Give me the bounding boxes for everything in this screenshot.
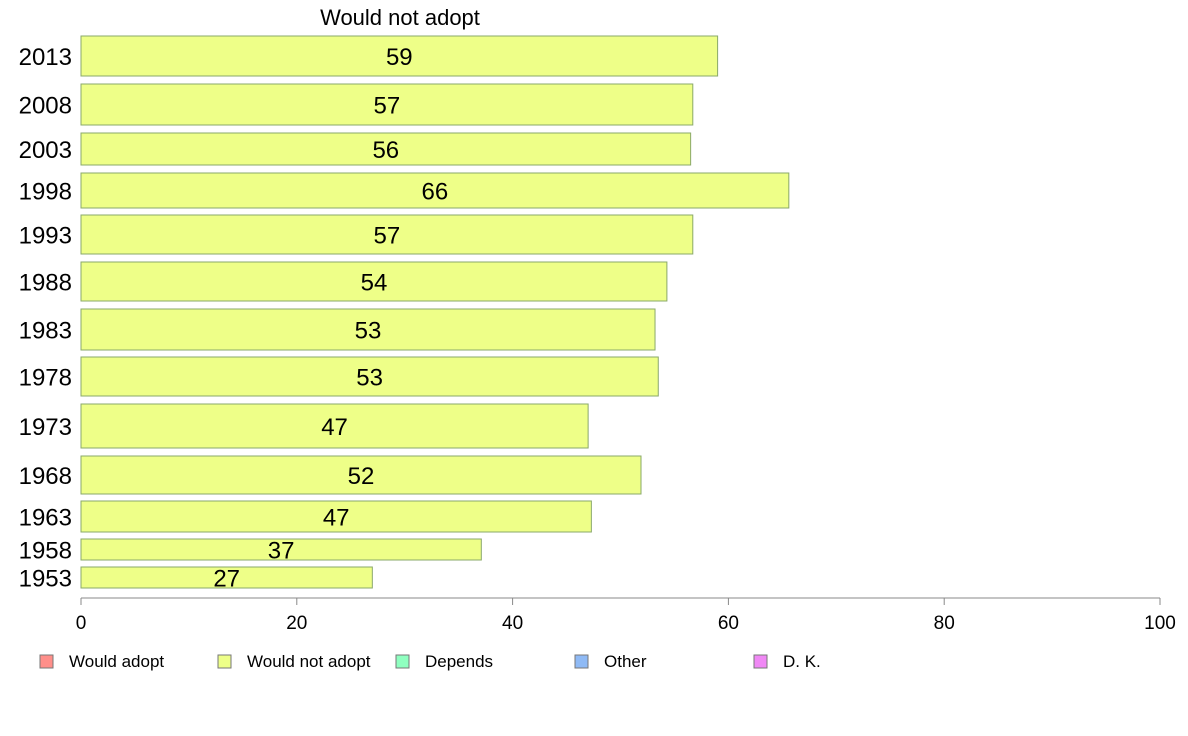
legend: Would adopt Would not adopt Depends Other D.… <box>39 652 821 671</box>
category-label-1978: 1978 <box>19 365 72 392</box>
legend-label-other: Other <box>604 652 647 671</box>
category-label-2008: 2008 <box>19 93 72 120</box>
category-label-1988: 1988 <box>19 270 72 297</box>
x-axis: 0 20 40 60 80 100 <box>76 597 1176 634</box>
value-label-2013: 59 <box>386 44 413 71</box>
chart-title: Would not adopt <box>320 5 480 30</box>
value-label-1958: 37 <box>268 538 295 565</box>
bar-1973 <box>80 403 589 449</box>
category-label-1963: 1963 <box>19 505 72 532</box>
value-label-2003: 56 <box>372 137 399 164</box>
legend-swatch-would-not-adopt <box>217 654 232 669</box>
bar-1983 <box>80 308 656 351</box>
value-label-2008: 57 <box>374 93 401 120</box>
bar-1998 <box>80 172 790 209</box>
x-tick-label-20: 20 <box>286 613 307 634</box>
category-label-1968: 1968 <box>19 463 72 490</box>
category-label-2003: 2003 <box>19 137 72 164</box>
value-label-1953: 27 <box>213 566 240 593</box>
value-label-1978: 53 <box>356 365 383 392</box>
x-tick-label-80: 80 <box>934 613 955 634</box>
bar-2003 <box>80 132 692 166</box>
legend-swatch-depends <box>395 654 410 669</box>
bar-2008 <box>80 83 694 126</box>
legend-swatch-other <box>574 654 589 669</box>
category-label-1953: 1953 <box>19 566 72 593</box>
bar-1993 <box>80 214 694 255</box>
value-label-1968: 52 <box>348 463 375 490</box>
x-tick-label-0: 0 <box>76 613 87 634</box>
legend-label-d-k: D. K. <box>783 652 821 671</box>
bar-1958 <box>80 538 482 561</box>
legend-label-would-adopt: Would adopt <box>69 652 164 671</box>
value-label-1963: 47 <box>323 505 350 532</box>
legend-swatch-d-k <box>753 654 768 669</box>
category-label-1958: 1958 <box>19 538 72 565</box>
bars-group: 2013 59 2008 57 2003 56 1998 66 1993 57 1988 54 1983… <box>19 35 790 593</box>
value-label-1973: 47 <box>321 414 348 441</box>
bar-2013 <box>80 35 719 77</box>
bar-1963 <box>80 500 592 533</box>
value-label-1988: 54 <box>361 270 388 297</box>
category-label-1998: 1998 <box>19 179 72 206</box>
x-tick-label-40: 40 <box>502 613 523 634</box>
category-label-1973: 1973 <box>19 414 72 441</box>
value-label-1998: 66 <box>422 179 449 206</box>
category-label-1993: 1993 <box>19 223 72 250</box>
category-label-1983: 1983 <box>19 318 72 345</box>
value-label-1983: 53 <box>355 318 382 345</box>
legend-swatch-would-adopt <box>39 654 54 669</box>
value-label-1993: 57 <box>374 223 401 250</box>
bar-1988 <box>80 261 668 302</box>
x-tick-label-100: 100 <box>1144 613 1176 634</box>
bar-1978 <box>80 356 659 397</box>
legend-label-would-not-adopt: Would not adopt <box>247 652 371 671</box>
x-tick-label-60: 60 <box>718 613 739 634</box>
category-label-2013: 2013 <box>19 44 72 71</box>
bar-1953 <box>80 566 373 589</box>
bar-1968 <box>80 455 642 495</box>
legend-label-depends: Depends <box>425 652 493 671</box>
